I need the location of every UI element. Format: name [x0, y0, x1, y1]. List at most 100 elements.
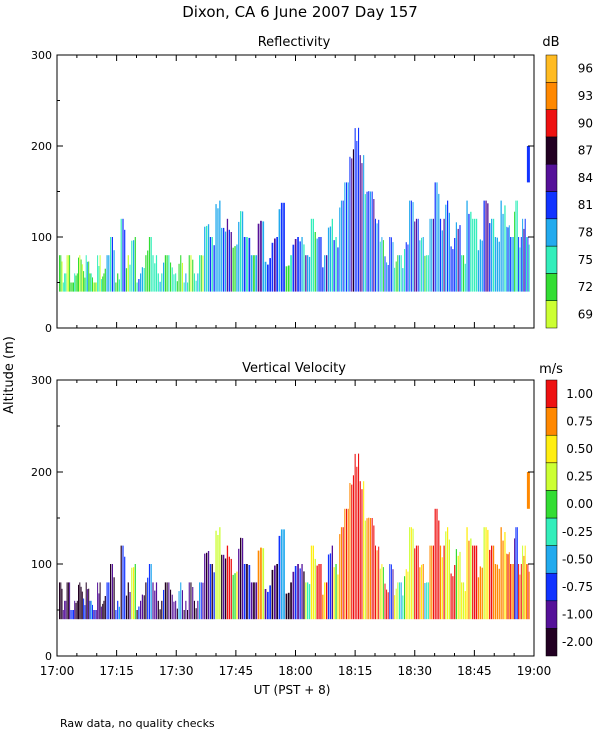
data-column: [89, 600, 91, 620]
data-column: [382, 240, 384, 292]
data-column: [197, 600, 199, 620]
colorbar-label: -0.50: [562, 552, 593, 566]
data-column: [378, 546, 380, 620]
data-column: [415, 545, 417, 620]
data-column: [339, 534, 341, 620]
x-tick-label: 17:45: [219, 664, 254, 678]
data-column: [147, 577, 149, 620]
y-tick-label: 100: [31, 231, 52, 244]
data-column: [262, 548, 265, 620]
y-tick-label: 200: [31, 466, 52, 479]
colorbar-swatch: [545, 628, 558, 657]
data-column: [278, 535, 281, 620]
data-column: [487, 203, 489, 292]
data-column: [260, 547, 262, 620]
data-column: [148, 237, 151, 292]
data-column: [71, 610, 73, 620]
data-column: [382, 567, 384, 620]
data-column: [241, 211, 244, 292]
data-column: [168, 255, 170, 292]
data-column: [299, 568, 301, 620]
data-column: [312, 545, 314, 620]
data-column: [98, 266, 100, 292]
data-column: [138, 606, 140, 620]
data-column: [164, 255, 166, 292]
data-column: [379, 241, 381, 292]
data-column: [178, 591, 180, 620]
data-column: [110, 237, 112, 292]
data-column: [528, 244, 530, 292]
data-column: [528, 571, 530, 620]
data-column: [426, 582, 428, 620]
data-column: [384, 583, 386, 620]
data-column: [389, 564, 391, 620]
data-column: [170, 262, 172, 292]
velocity-panel: Vertical Velocity m/s -2.00 -1.00 -0.75 -0.…: [31, 361, 593, 678]
data-column: [318, 237, 320, 292]
data-column: [445, 204, 447, 292]
data-column: [438, 193, 440, 292]
data-column: [154, 263, 156, 292]
data-column: [351, 158, 353, 292]
data-column: [193, 600, 195, 620]
data-column: [303, 571, 305, 620]
data-column: [103, 600, 105, 620]
data-column: [195, 608, 197, 620]
data-column: [307, 255, 309, 292]
data-column: [290, 255, 292, 292]
data-column: [223, 227, 225, 292]
x-tick-label: 19:00: [517, 664, 552, 678]
data-column: [217, 535, 219, 620]
data-column: [161, 600, 163, 620]
data-column: [519, 247, 521, 292]
data-column: [450, 573, 452, 620]
data-column: [352, 149, 354, 292]
data-column: [250, 582, 253, 620]
data-column: [333, 240, 335, 292]
data-column: [443, 218, 445, 292]
data-column: [485, 527, 487, 620]
data-column: [371, 518, 373, 620]
data-column: [327, 227, 330, 292]
x-tick-label: 17:15: [99, 664, 134, 678]
data-column: [312, 218, 314, 292]
data-column: [450, 246, 452, 292]
data-column: [431, 218, 433, 292]
data-column: [217, 208, 219, 292]
colorbar-label: -0.75: [562, 580, 593, 594]
data-column: [257, 223, 260, 292]
data-column: [489, 223, 491, 292]
data-column: [280, 202, 283, 292]
colorbar-swatch: [545, 490, 558, 519]
data-column: [176, 608, 178, 620]
data-column: [294, 239, 297, 292]
data-column: [409, 200, 411, 292]
data-column: [390, 564, 392, 620]
colorbar-label: 75: [578, 253, 593, 267]
data-column: [455, 549, 457, 620]
data-column: [464, 263, 466, 292]
data-column: [84, 605, 86, 620]
data-column: [366, 518, 368, 620]
data-column: [193, 273, 195, 292]
colorbar-swatch: [545, 136, 558, 165]
data-column: [64, 600, 66, 620]
data-column: [157, 273, 159, 292]
data-column: [161, 273, 163, 292]
data-column: [491, 545, 493, 620]
data-column: [190, 255, 192, 292]
data-column: [183, 610, 185, 620]
data-column: [329, 226, 332, 292]
data-column: [95, 610, 97, 620]
data-column: [197, 273, 199, 292]
data-column: [100, 606, 102, 620]
data-column: [185, 600, 187, 620]
data-column: [507, 227, 509, 292]
data-column: [276, 564, 278, 620]
data-column: [60, 582, 62, 620]
data-column: [404, 576, 406, 620]
data-column: [292, 571, 295, 620]
colorbar-swatch: [545, 245, 558, 274]
data-column: [178, 263, 180, 292]
data-column: [152, 582, 154, 620]
